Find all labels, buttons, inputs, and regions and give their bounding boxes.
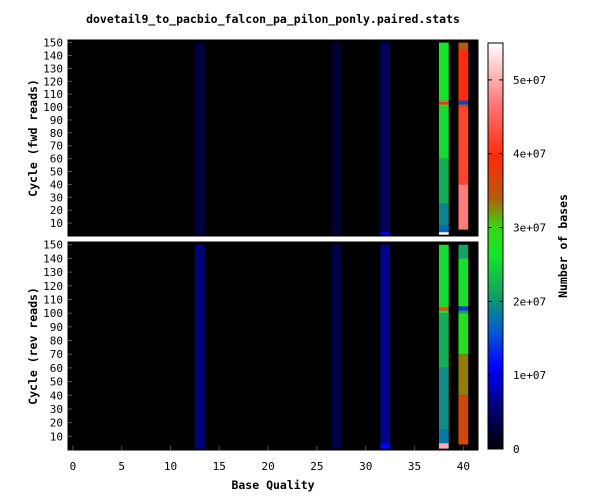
x-tick-label: 0	[70, 460, 77, 473]
y-tick-label: 70	[50, 140, 63, 153]
y-tick-label: 90	[50, 114, 63, 127]
x-tick-label: 25	[310, 460, 323, 473]
heatmap-cell	[438, 104, 449, 108]
heatmap-cell	[438, 203, 449, 226]
y-tick-label: 60	[50, 362, 63, 375]
heatmap-cell	[458, 100, 469, 105]
heatmap-cell	[438, 429, 449, 444]
y-tick-label: 100	[43, 101, 63, 114]
heatmap-cell	[194, 42, 205, 235]
x-tick-label: 35	[408, 460, 421, 473]
y-tick-label: 30	[50, 191, 63, 204]
y-tick-label: 110	[43, 88, 63, 101]
heatmap-cell	[458, 104, 469, 108]
x-axis-label: Base Quality	[231, 478, 314, 492]
heatmap-cell	[194, 244, 205, 449]
y-tick-label: 20	[50, 417, 63, 430]
heatmap-cell	[458, 244, 469, 259]
heatmap-cell	[438, 443, 449, 449]
y-tick-label: 50	[50, 166, 63, 179]
y-tick-label: 90	[50, 321, 63, 334]
colorbar-label: Number of bases	[556, 194, 570, 298]
y-tick-label: 80	[50, 127, 63, 140]
heatmap-cell	[458, 313, 469, 355]
y-tick-label: 10	[50, 430, 63, 443]
heatmap-cell	[458, 395, 469, 445]
heatmap-cell	[458, 354, 469, 396]
y-tick-label: 60	[50, 153, 63, 166]
colorbar-tick-label: 3e+07	[513, 222, 546, 235]
heatmap-cell	[458, 310, 469, 314]
x-tick-label: 30	[359, 460, 372, 473]
y-tick-label: 10	[50, 217, 63, 230]
y-tick-label: 150	[43, 239, 63, 252]
heatmap-cell	[458, 42, 469, 50]
heatmap-cell	[380, 42, 391, 233]
y-tick-label: 40	[50, 389, 63, 402]
chart-title: dovetail9_to_pacbio_falcon_pa_pilon_ponl…	[86, 12, 460, 27]
y-tick-label: 120	[43, 75, 63, 88]
y-tick-label: 20	[50, 204, 63, 217]
fwd-y-axis-label: Cycle (fwd reads)	[26, 79, 40, 197]
heatmap-cell	[331, 42, 342, 235]
y-tick-label: 110	[43, 293, 63, 306]
x-tick-label: 20	[261, 460, 274, 473]
y-tick-label: 130	[43, 266, 63, 279]
heatmap-cell	[438, 304, 449, 308]
panel-rev-background	[67, 241, 479, 451]
y-tick-label: 140	[43, 49, 63, 62]
heatmap-cell	[438, 310, 449, 314]
y-tick-label: 140	[43, 252, 63, 265]
heatmap-cell	[438, 232, 449, 235]
heatmap-cell	[380, 244, 391, 444]
x-tick-label: 40	[457, 460, 470, 473]
heatmap-cell	[438, 307, 449, 311]
heatmap-cell	[438, 244, 449, 305]
heatmap-cell	[458, 258, 469, 300]
heatmap-cell	[438, 367, 449, 430]
heatmap-cell	[438, 158, 449, 204]
y-tick-label: 150	[43, 37, 63, 50]
y-tick-label: 50	[50, 376, 63, 389]
y-tick-label: 100	[43, 307, 63, 320]
x-tick-label: 10	[164, 460, 177, 473]
x-axis-ticks: 0 5 10 15 20 25 30 35 40	[70, 446, 470, 473]
x-tick-label: 15	[213, 460, 226, 473]
panel-fwd-heatmap	[194, 42, 469, 235]
heatmap-cell	[380, 232, 391, 235]
heatmap-cell	[458, 184, 469, 230]
colorbar-tick-label: 4e+07	[513, 148, 546, 161]
heatmap-cell	[438, 107, 449, 159]
heatmap-cell	[438, 225, 449, 233]
heatmap-cell	[438, 313, 449, 368]
y-tick-label: 40	[50, 178, 63, 191]
heatmap-cell	[438, 42, 449, 101]
heatmap-cell	[458, 49, 469, 101]
colorbar-tick-label: 0	[513, 443, 520, 456]
colorbar	[487, 42, 504, 450]
heatmap-cell	[438, 101, 449, 105]
panel-rev-heatmap	[194, 244, 469, 449]
heatmap-cell	[458, 299, 469, 307]
heatmap-cell	[458, 107, 469, 185]
colorbar-tick-label: 5e+07	[513, 74, 546, 87]
heatmap-cell	[380, 443, 391, 449]
y-tick-label: 30	[50, 403, 63, 416]
y-tick-label: 120	[43, 280, 63, 293]
heatmap-cell	[438, 100, 449, 102]
rev-y-axis-label: Cycle (rev reads)	[26, 287, 40, 405]
panel-fwd-background	[67, 39, 479, 237]
x-tick-label: 5	[118, 460, 125, 473]
colorbar-ticks: 0 1e+07 2e+07 3e+07 4e+07 5e+07	[488, 74, 546, 456]
y-tick-label: 70	[50, 348, 63, 361]
y-tick-label: 80	[50, 335, 63, 348]
heatmap-cell	[458, 306, 469, 311]
heatmap-cell	[331, 244, 342, 449]
colorbar-tick-label: 1e+07	[513, 369, 546, 382]
colorbar-tick-label: 2e+07	[513, 295, 546, 308]
y-tick-label: 130	[43, 62, 63, 75]
